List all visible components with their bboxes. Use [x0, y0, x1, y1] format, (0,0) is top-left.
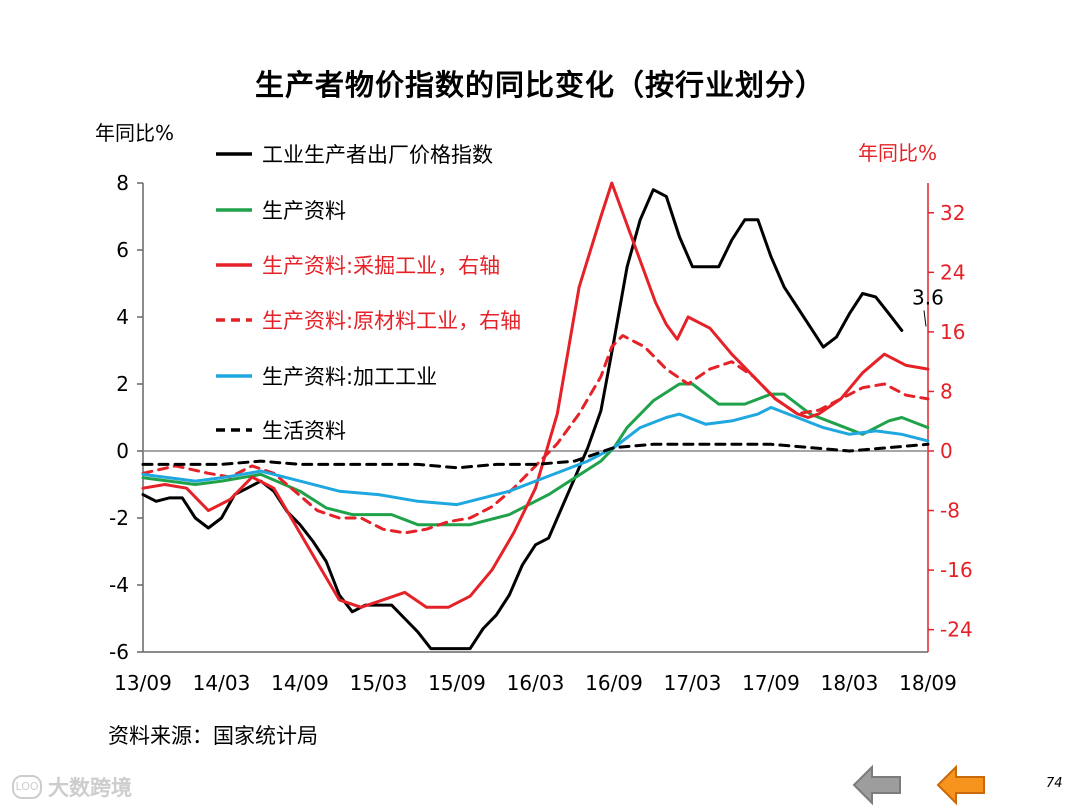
right-axis-label: 年同比%	[858, 141, 937, 165]
arrow-left-icon	[936, 764, 985, 806]
axes	[137, 182, 934, 653]
left-tick-label: -2	[109, 506, 129, 530]
right-tick-label: 16	[940, 320, 965, 344]
x-tick-label: 14/09	[271, 671, 329, 695]
legend-label: 工业生产者出厂价格指数	[262, 143, 493, 167]
legend: 工业生产者出厂价格指数生产资料生产资料:采掘工业，右轴生产资料:原材料工业，右轴…	[216, 143, 521, 443]
watermark-logo-icon: LOO	[12, 775, 42, 799]
legend-label: 生产资料:原材料工业，右轴	[262, 309, 521, 333]
x-tick-label: 17/03	[664, 671, 722, 695]
legend-label: 生活资料	[262, 419, 346, 443]
series-lines	[141, 181, 930, 651]
chart-title: 生产者物价指数的同比变化（按行业划分）	[254, 68, 825, 102]
left-tick-label: -4	[109, 573, 129, 597]
right-tick-label: 32	[940, 201, 965, 225]
watermark-text: 大数跨境	[48, 776, 132, 800]
left-tick-label: 4	[116, 305, 129, 329]
left-axis-label: 年同比%	[95, 121, 174, 145]
axis-labels: 8 6 4 2 0 -2 -4 -6 32 24 16 8 0 -8 -16 -24 13/09 14/03 14/…	[95, 121, 973, 695]
series-line-1	[141, 382, 930, 527]
right-tick-label: 8	[940, 379, 953, 403]
back-button[interactable]	[852, 764, 902, 806]
series-line-2	[141, 181, 930, 609]
series-line-4	[141, 405, 930, 507]
series-line-3	[141, 334, 930, 535]
x-tick-label: 13/09	[114, 671, 172, 695]
watermark: LOO 大数跨境	[12, 772, 132, 802]
series-line-0	[141, 188, 904, 651]
annotation-leader	[923, 310, 927, 327]
page-number: 74	[1046, 776, 1063, 791]
legend-label: 生产资料	[262, 199, 346, 223]
x-tick-label: 18/09	[899, 671, 957, 695]
source-note: 资料来源：国家统计局	[108, 724, 318, 748]
left-tick-label: -6	[109, 640, 129, 664]
arrow-left-icon	[852, 764, 901, 806]
next-button[interactable]	[936, 764, 986, 806]
x-tick-label: 15/03	[350, 671, 408, 695]
series-line-5	[141, 442, 930, 470]
right-tick-label: 0	[940, 439, 953, 463]
x-tick-label: 16/03	[507, 671, 565, 695]
x-tick-label: 17/09	[742, 671, 800, 695]
x-tick-label: 18/03	[821, 671, 879, 695]
left-tick-label: 0	[116, 439, 129, 463]
right-tick-label: -24	[940, 618, 973, 642]
x-tick-label: 15/09	[428, 671, 486, 695]
left-tick-label: 8	[116, 171, 129, 195]
legend-label: 生产资料:加工工业	[262, 365, 437, 389]
right-tick-label: -8	[940, 499, 960, 523]
left-tick-label: 6	[116, 238, 129, 262]
end-value-annotation: 3.6	[912, 285, 944, 309]
legend-label: 生产资料:采掘工业，右轴	[262, 254, 500, 278]
x-tick-label: 16/09	[585, 671, 643, 695]
right-tick-label: 24	[940, 260, 965, 284]
x-tick-label: 14/03	[193, 671, 251, 695]
right-tick-label: -16	[940, 558, 973, 582]
left-tick-label: 2	[116, 372, 129, 396]
